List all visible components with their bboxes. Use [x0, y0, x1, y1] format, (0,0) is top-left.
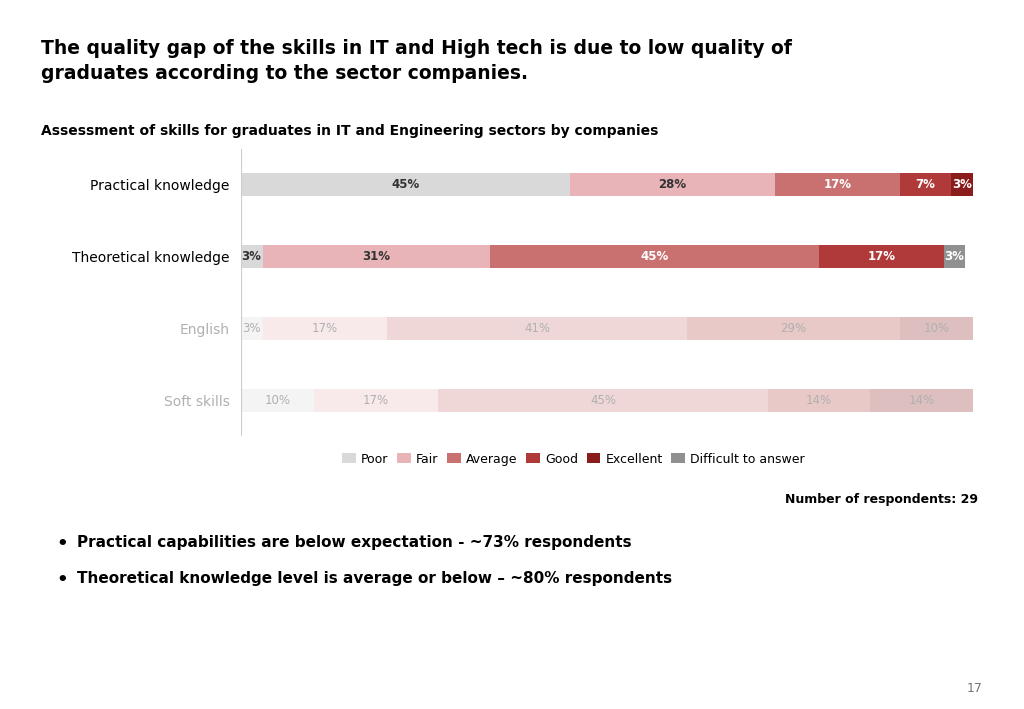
Bar — [489, 245, 819, 268]
Bar — [870, 389, 973, 412]
Bar — [899, 317, 973, 340]
Text: 41%: 41% — [524, 322, 550, 335]
Bar — [951, 173, 973, 196]
Bar — [241, 317, 262, 340]
Text: 45%: 45% — [391, 178, 420, 191]
Text: 17%: 17% — [823, 178, 851, 191]
Bar — [313, 389, 438, 412]
Text: 45%: 45% — [590, 393, 616, 407]
Text: Number of respondents: 29: Number of respondents: 29 — [785, 493, 978, 506]
Bar — [241, 389, 313, 412]
Text: 10%: 10% — [924, 322, 949, 335]
Text: 17%: 17% — [364, 393, 389, 407]
Text: •: • — [56, 535, 68, 553]
Bar — [775, 173, 900, 196]
Bar — [570, 173, 775, 196]
Text: 14%: 14% — [908, 393, 935, 407]
Legend: Poor, Fair, Average, Good, Excellent, Difficult to answer: Poor, Fair, Average, Good, Excellent, Di… — [337, 447, 810, 471]
Bar — [687, 317, 899, 340]
Bar — [438, 389, 768, 412]
Text: Assessment of skills for graduates in IT and Engineering sectors by companies: Assessment of skills for graduates in IT… — [41, 124, 658, 138]
Text: 17%: 17% — [311, 322, 338, 335]
Text: 3%: 3% — [243, 322, 261, 335]
Text: Theoretical knowledge level is average or below – ~80% respondents: Theoretical knowledge level is average o… — [77, 571, 672, 586]
Text: 45%: 45% — [640, 250, 669, 263]
Text: Practical capabilities are below expectation - ~73% respondents: Practical capabilities are below expecta… — [77, 535, 632, 550]
Text: 28%: 28% — [658, 178, 687, 191]
Text: 10%: 10% — [264, 393, 290, 407]
Text: 31%: 31% — [362, 250, 390, 263]
Text: 7%: 7% — [915, 178, 935, 191]
Text: 14%: 14% — [806, 393, 833, 407]
Bar — [262, 317, 387, 340]
Text: 3%: 3% — [944, 250, 965, 263]
Text: 17%: 17% — [867, 250, 895, 263]
Bar — [262, 245, 489, 268]
Text: The quality gap of the skills in IT and High tech is due to low quality of
gradu: The quality gap of the skills in IT and … — [41, 39, 792, 83]
Bar — [768, 389, 870, 412]
Text: •: • — [56, 571, 68, 588]
Text: 17: 17 — [967, 682, 983, 695]
Bar — [241, 245, 262, 268]
Bar — [943, 245, 966, 268]
Text: 29%: 29% — [780, 322, 807, 335]
Bar — [387, 317, 687, 340]
Bar — [819, 245, 943, 268]
Bar — [899, 173, 951, 196]
Text: 3%: 3% — [952, 178, 972, 191]
Text: 3%: 3% — [242, 250, 261, 263]
Bar — [241, 173, 570, 196]
